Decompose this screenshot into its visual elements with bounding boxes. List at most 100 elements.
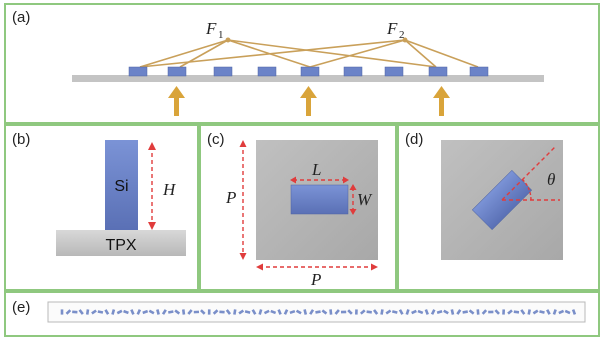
pillar (300, 66, 320, 77)
metasurface-pillar-array (60, 309, 577, 315)
strip-pillar (546, 309, 551, 315)
focus-1-subscript: 1 (218, 29, 224, 41)
pillar (128, 66, 148, 77)
pillar (384, 66, 404, 77)
strip-pillar (233, 309, 237, 315)
pillar (213, 66, 233, 77)
strip-pillar (136, 309, 142, 315)
incident-arrows (168, 86, 450, 116)
strip-pillar (303, 309, 308, 315)
pillar (343, 66, 363, 77)
strip-pillar (380, 309, 384, 315)
angle-label: θ (547, 170, 555, 189)
strip-pillar (436, 309, 443, 315)
focus-2-label: F (386, 19, 398, 38)
panel-d: (d) θ (405, 131, 563, 260)
strip-pillar (123, 309, 129, 315)
strip-pillar (251, 309, 257, 315)
strip-pillar (85, 309, 90, 315)
panel-b: (b) Si TPX H (12, 131, 186, 256)
strip-pillar (65, 309, 72, 315)
strip-pillar (207, 309, 211, 315)
strip-pillar (424, 309, 429, 315)
substrate-material-label: TPX (105, 237, 136, 254)
strip-pillar (488, 310, 494, 314)
strip-pillar (111, 309, 116, 315)
panel-a-tag: (a) (12, 9, 30, 26)
panel-d-border (397, 124, 600, 291)
pillar (257, 66, 277, 77)
panel-c-tag: (c) (207, 131, 225, 148)
pillar (469, 66, 489, 77)
strip-pillar (130, 309, 135, 315)
strip-pillar (60, 309, 64, 315)
panel-b-border (4, 124, 199, 291)
strip-pillar (359, 309, 366, 315)
strip-pillar (430, 309, 436, 315)
strip-pillar (315, 310, 321, 314)
strip-pillar (289, 309, 296, 315)
strip-pillar (309, 309, 315, 315)
strip-pillar (116, 309, 123, 315)
panel-e-border (4, 291, 600, 337)
strip-pillar (78, 309, 84, 315)
strip-pillar (417, 309, 424, 315)
strip-pillar (321, 309, 328, 315)
period-vertical-dimension (239, 140, 247, 260)
strip-pillar (181, 309, 186, 315)
rectangular-pillar (290, 184, 349, 215)
strip-pillar (334, 309, 340, 315)
rotation-angle-indicator (501, 145, 560, 201)
strip-pillar (91, 309, 97, 315)
strip-pillar (347, 309, 353, 315)
period-horizontal-dimension (256, 263, 378, 271)
length-dimension (290, 176, 349, 184)
strip-pillar (502, 309, 506, 315)
strip-pillar (527, 309, 531, 315)
strip-pillar (219, 310, 225, 314)
strip-pillar (507, 309, 513, 315)
panel-e: (e) (12, 299, 586, 323)
panel-e-tag: (e) (12, 299, 30, 316)
strip-pillar (481, 309, 488, 315)
strip-pillar (494, 309, 500, 315)
period-left-label: P (225, 188, 236, 207)
strip-pillar (450, 309, 455, 315)
strip-pillar (558, 309, 565, 315)
width-dimension (349, 184, 357, 215)
focus-2-subscript: 2 (399, 29, 405, 41)
strip-pillar (187, 309, 193, 315)
panel-c: (c) L W P P (207, 131, 378, 289)
length-label: L (311, 160, 321, 179)
focal-point-2 (402, 37, 408, 43)
up-arrow-icon (168, 86, 185, 116)
strip-pillar (355, 309, 358, 315)
up-arrow-icon (300, 86, 317, 116)
strip-pillar (167, 310, 174, 314)
strip-pillar (148, 309, 155, 315)
strip-pillar (366, 310, 372, 314)
strip-pillar (295, 309, 302, 315)
strip-pillar (263, 309, 270, 315)
height-label: H (162, 180, 177, 199)
strip-pillar (238, 309, 245, 315)
strip-pillar (258, 309, 263, 315)
strip-pillar (405, 309, 410, 315)
strip-pillar (552, 309, 557, 315)
strip-pillar (142, 309, 149, 315)
strip-pillar (520, 309, 526, 315)
strip-pillar (476, 309, 480, 315)
panel-borders (4, 3, 600, 337)
strip-pillar (443, 309, 449, 315)
strip-pillar (513, 310, 520, 314)
period-bottom-label: P (310, 270, 321, 289)
strip-pillar (571, 309, 577, 315)
panel-d-tag: (d) (405, 131, 423, 148)
strip-pillar (161, 309, 167, 315)
panel-c-border (199, 124, 397, 291)
up-arrow-icon (433, 86, 450, 116)
strip-pillar (200, 309, 206, 315)
strip-pillar (391, 310, 398, 314)
pillar (167, 66, 187, 77)
